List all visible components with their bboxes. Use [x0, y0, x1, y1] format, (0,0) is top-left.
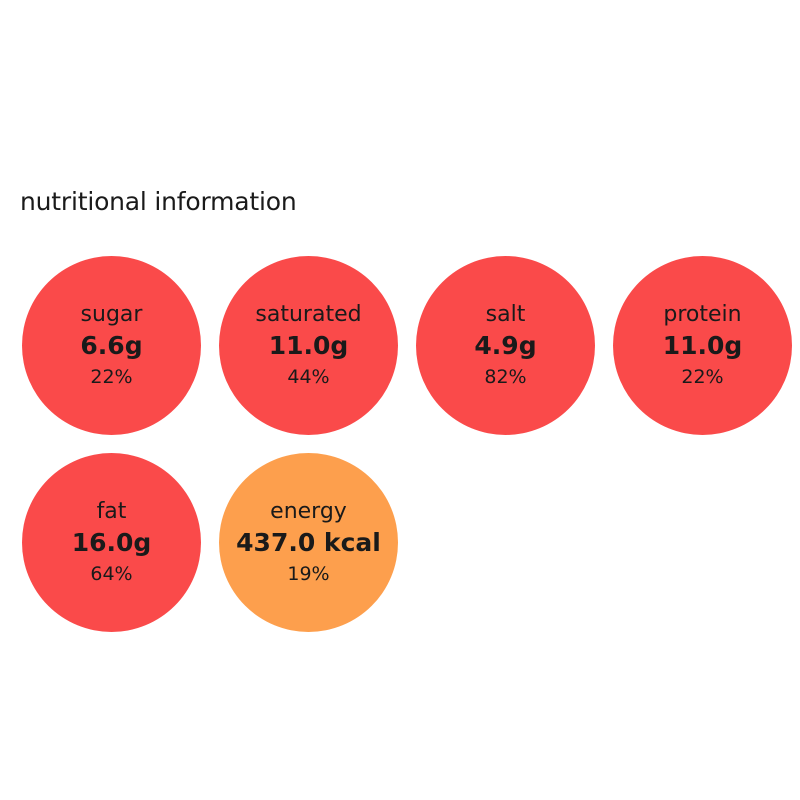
nutrient-percent: 19% — [287, 562, 330, 585]
nutrient-amount: 11.0g — [268, 330, 349, 360]
nutrient-label: energy — [270, 498, 347, 524]
nutrient-percent: 82% — [484, 365, 527, 388]
nutrient-label: protein — [663, 301, 742, 327]
nutrient-label: sugar — [80, 301, 143, 327]
nutrient-label: fat — [96, 498, 127, 524]
nutrient-circle-sugar: sugar 6.6g 22% — [22, 256, 201, 435]
nutrient-circle-fat: fat 16.0g 64% — [22, 453, 201, 632]
nutrient-label: saturated — [255, 301, 362, 327]
nutrient-amount: 437.0 kcal — [236, 527, 381, 557]
nutrient-label: salt — [485, 301, 526, 327]
nutrient-percent: 22% — [681, 365, 724, 388]
nutrient-circle-saturated: saturated 11.0g 44% — [219, 256, 398, 435]
nutrient-circle-salt: salt 4.9g 82% — [416, 256, 595, 435]
nutrient-grid: sugar 6.6g 22% saturated 11.0g 44% salt … — [22, 256, 800, 632]
nutrient-percent: 64% — [90, 562, 133, 585]
nutrient-percent: 44% — [287, 365, 330, 388]
nutrient-circle-energy: energy 437.0 kcal 19% — [219, 453, 398, 632]
nutrient-amount: 16.0g — [71, 527, 152, 557]
nutrient-amount: 6.6g — [80, 330, 143, 360]
nutrient-percent: 22% — [90, 365, 133, 388]
nutrient-amount: 4.9g — [474, 330, 537, 360]
nutrient-amount: 11.0g — [662, 330, 743, 360]
section-title: nutritional information — [20, 187, 297, 216]
nutrient-circle-protein: protein 11.0g 22% — [613, 256, 792, 435]
